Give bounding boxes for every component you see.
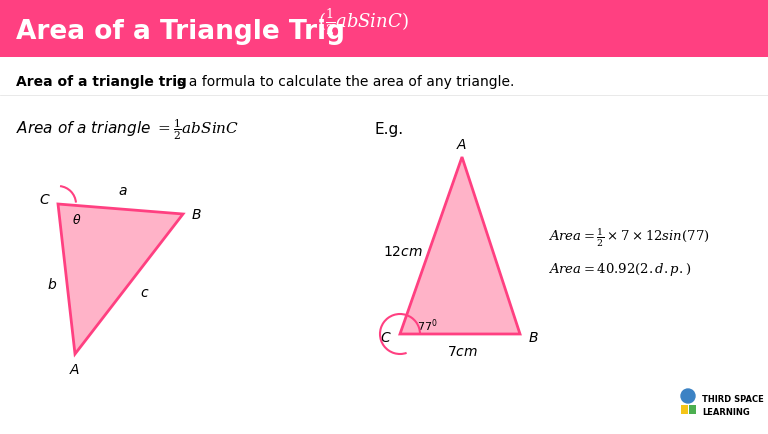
Text: $12cm$: $12cm$	[383, 244, 423, 258]
Text: $A$: $A$	[456, 138, 468, 151]
Text: Area of a triangle trig: Area of a triangle trig	[16, 75, 187, 89]
Text: $a$: $a$	[118, 184, 127, 197]
Bar	[0, 58, 768, 434]
Text: Area of a triangle $= \frac{1}{2}abSinC$: Area of a triangle $= \frac{1}{2}abSinC$	[16, 117, 239, 142]
Text: $c$: $c$	[141, 285, 150, 299]
Bar	[0, 0, 768, 58]
Text: $Area = \frac{1}{2} \times 7 \times 12sin(77)$: $Area = \frac{1}{2} \times 7 \times 12si…	[548, 227, 710, 249]
Circle shape	[681, 389, 695, 403]
Text: $C$: $C$	[39, 193, 51, 207]
Polygon shape	[58, 204, 183, 354]
Text: $A$: $A$	[69, 362, 81, 376]
Text: $B$: $B$	[528, 330, 538, 344]
Text: $(\frac{1}{2}abSinC)$: $(\frac{1}{2}abSinC)$	[318, 7, 409, 37]
Text: $B$: $B$	[190, 207, 201, 221]
Polygon shape	[681, 405, 688, 414]
Polygon shape	[689, 405, 696, 414]
Text: $Area = 40.92(2.d.p.)$: $Area = 40.92(2.d.p.)$	[548, 261, 691, 278]
Text: $77^0$: $77^0$	[417, 317, 437, 334]
Text: THIRD SPACE
LEARNING: THIRD SPACE LEARNING	[702, 395, 763, 416]
Polygon shape	[400, 158, 520, 334]
Text: E.g.: E.g.	[375, 122, 404, 137]
Text: Area of a Triangle Trig: Area of a Triangle Trig	[16, 19, 345, 45]
Text: $b$: $b$	[48, 277, 58, 292]
Text: $C$: $C$	[380, 330, 392, 344]
Text: $\theta$: $\theta$	[72, 213, 81, 227]
Text: is a formula to calculate the area of any triangle.: is a formula to calculate the area of an…	[169, 75, 515, 89]
Text: $7cm$: $7cm$	[448, 344, 478, 358]
